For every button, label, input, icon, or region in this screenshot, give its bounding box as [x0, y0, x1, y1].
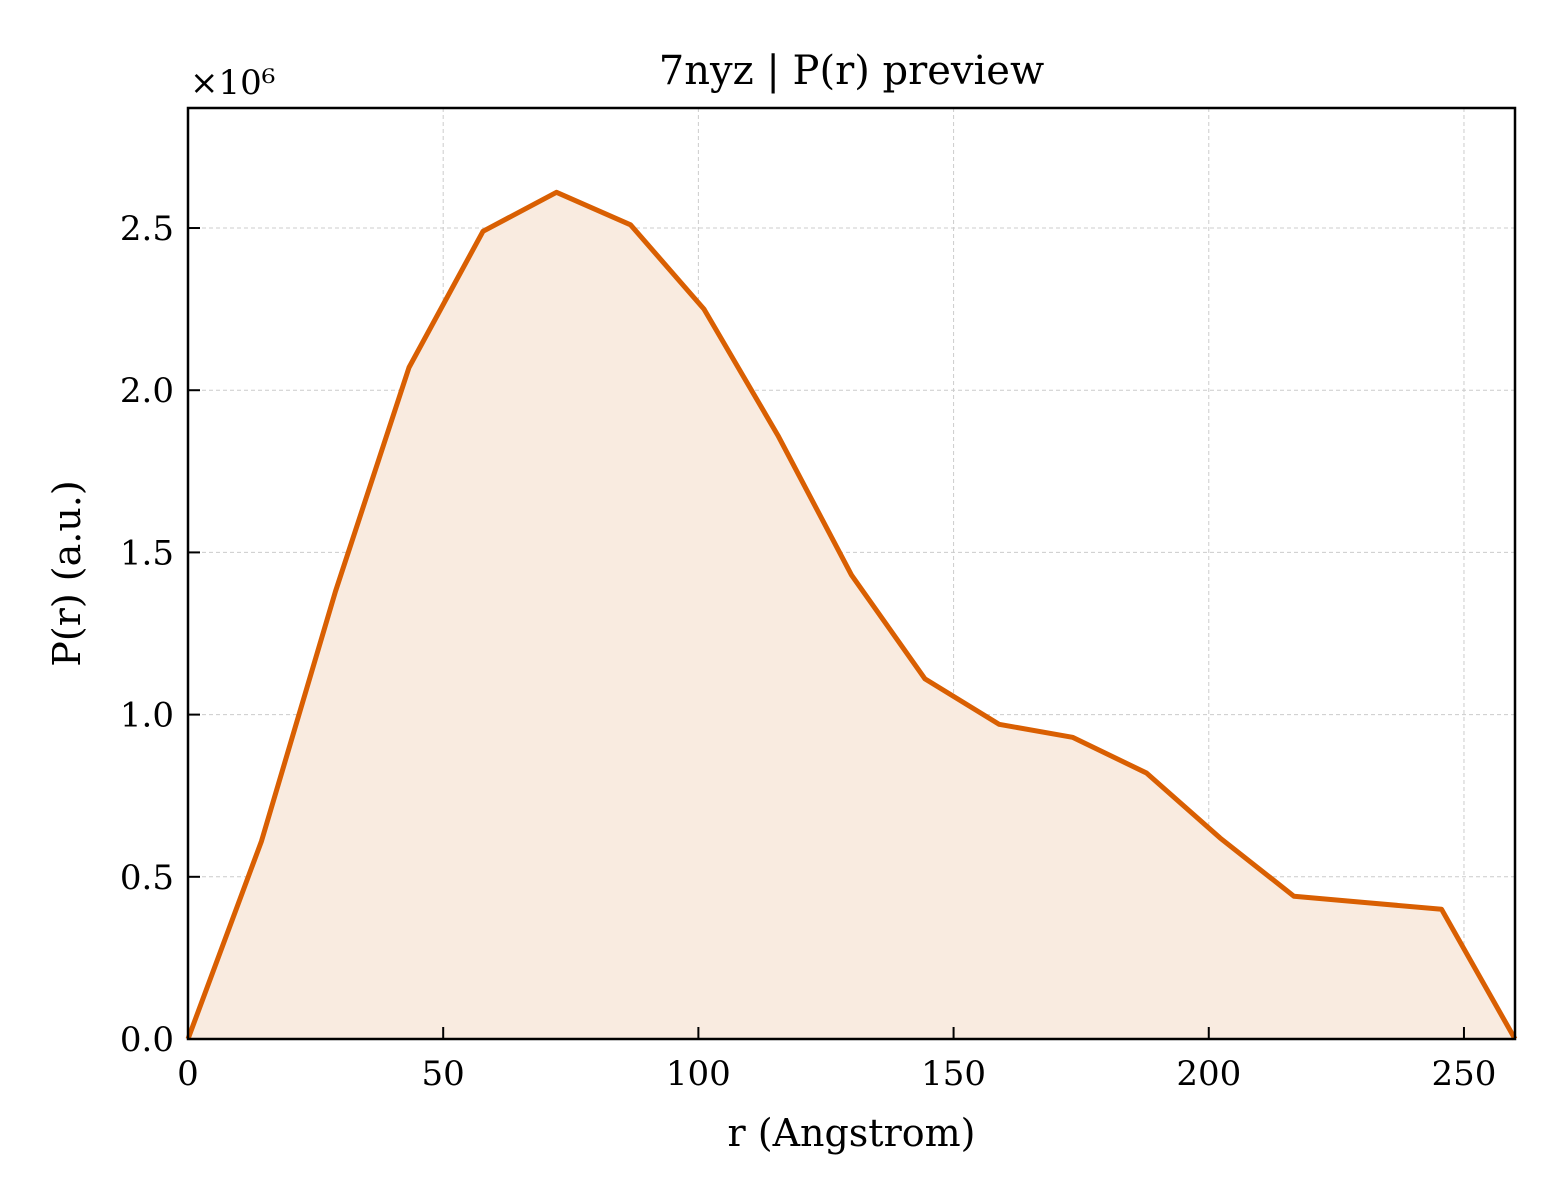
y-tick-label: 1.0: [120, 696, 174, 736]
y-offset-label: ×10⁶: [190, 63, 275, 103]
x-tick-label: 50: [422, 1054, 465, 1094]
x-tick-label: 100: [666, 1054, 731, 1094]
series-line: [185, 189, 1518, 1041]
y-tick-label: 2.5: [120, 209, 174, 249]
x-tick-label: 200: [1176, 1054, 1241, 1094]
x-tick-label: 0: [177, 1054, 199, 1094]
y-tick-label: 2.0: [120, 371, 174, 411]
y-tick-label: 0.5: [120, 858, 174, 898]
x-tick-label: 250: [1432, 1054, 1497, 1094]
area-fill: [188, 192, 1515, 1040]
plot-frame: [186, 106, 1517, 1041]
x-tick-label: 150: [921, 1054, 986, 1094]
x-axis-title: r (Angstrom): [728, 1111, 976, 1155]
y-tick-label: 1.5: [120, 533, 174, 573]
tick-layer: 0 50 100 150 200 250 0.0 0.5 1.0 1.5 2.0 2.5: [120, 209, 1496, 1094]
y-tick-label: 0.0: [120, 1020, 174, 1060]
chart-title: 7nyz | P(r) preview: [659, 48, 1044, 94]
y-axis-title: P(r) (a.u.): [45, 480, 89, 666]
